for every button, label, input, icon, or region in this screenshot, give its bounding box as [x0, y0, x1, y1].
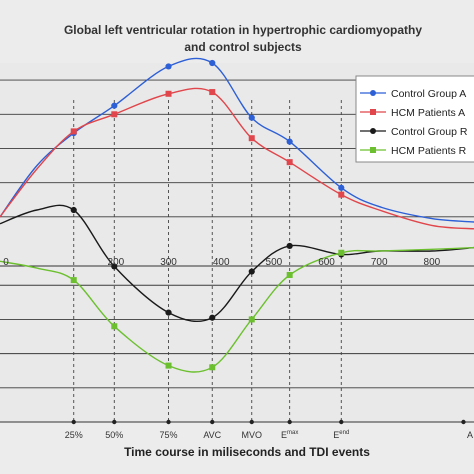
x-axis-title: Time course in miliseconds and TDI event… [124, 445, 370, 459]
chart-title-line-1: Global left ventricular rotation in hype… [64, 23, 422, 37]
series-point-3 [248, 316, 255, 323]
series-point-1 [70, 128, 77, 135]
series-point-2 [111, 263, 118, 270]
x-tick-label-700: 700 [371, 257, 388, 268]
x-tick-label-300: 300 [160, 257, 177, 268]
x-tick-label-600: 600 [318, 257, 335, 268]
series-point-0 [248, 114, 255, 121]
chart-title-line-2: and control subjects [184, 40, 302, 54]
x-tick-label-500: 500 [266, 257, 283, 268]
event-label-mvo: MVO [241, 430, 262, 440]
legend-entries: Control Group A HCM Patients A Control G… [360, 88, 468, 157]
event-tick-dot [166, 419, 171, 425]
event-superscript-max: max [287, 430, 298, 436]
event-lines [71, 100, 466, 425]
event-label-emax: Emax [281, 430, 298, 440]
series-point-2 [70, 206, 77, 214]
event-tick-dot [210, 419, 215, 425]
event-labels: 25% 50% 75% AVC MVO Emax Eend A [65, 430, 473, 440]
legend-label-control-r: Control Group R [391, 126, 468, 138]
series-point-1 [209, 89, 216, 96]
series-point-1 [248, 135, 255, 142]
series-point-0 [165, 63, 172, 70]
event-superscript-end: end [339, 430, 349, 436]
event-tick-dot [112, 419, 117, 425]
x-tick-label-200: 200 [108, 257, 125, 268]
event-label-50: 50% [105, 430, 123, 440]
series-point-3 [338, 249, 345, 256]
legend: Control Group A HCM Patients A Control G… [355, 75, 474, 163]
series-point-3 [70, 277, 77, 284]
x-tick-labels: 0 200 300 400 500 600 700 800 [3, 257, 440, 268]
x-tick-label-800: 800 [424, 257, 441, 268]
series-point-0 [209, 59, 216, 67]
legend-label-hcm-r: HCM Patients R [391, 145, 467, 157]
series-point-1 [338, 191, 345, 198]
legend-label-hcm-a: HCM Patients A [391, 107, 465, 119]
series-point-2 [165, 309, 172, 316]
series-point-2 [209, 314, 216, 321]
series-point-0 [286, 138, 293, 145]
event-tick-dot [249, 419, 254, 425]
legend-label-control-a: Control Group A [391, 88, 466, 100]
event-label-eend: Eend [333, 430, 349, 440]
series-point-0 [338, 184, 345, 191]
event-label-75: 75% [160, 430, 178, 440]
series-point-3 [209, 364, 216, 371]
legend-marker-1 [370, 109, 376, 115]
series-point-1 [111, 111, 118, 118]
series-point-1 [165, 90, 172, 97]
event-tick-dot [71, 419, 76, 425]
legend-marker-2 [370, 128, 376, 134]
series-point-1 [286, 159, 293, 166]
event-label-a: A [467, 430, 473, 440]
event-label-avc: AVC [203, 430, 221, 440]
legend-marker-3 [370, 147, 376, 153]
series-layer [0, 57, 474, 373]
x-tick-label-400: 400 [213, 257, 230, 268]
series-point-3 [165, 362, 172, 369]
series-point-3 [286, 271, 293, 278]
event-tick-dot [287, 419, 292, 425]
series-line-1 [0, 87, 474, 230]
series-point-3 [111, 323, 118, 330]
legend-marker-0 [370, 90, 376, 96]
x-tick-label-0: 0 [3, 257, 9, 268]
event-tick-dot [461, 419, 466, 425]
event-label-25: 25% [65, 430, 83, 440]
event-tick-dot [339, 419, 344, 425]
series-point-0 [111, 102, 118, 109]
series-point-2 [248, 268, 255, 275]
series-point-2 [286, 242, 293, 250]
